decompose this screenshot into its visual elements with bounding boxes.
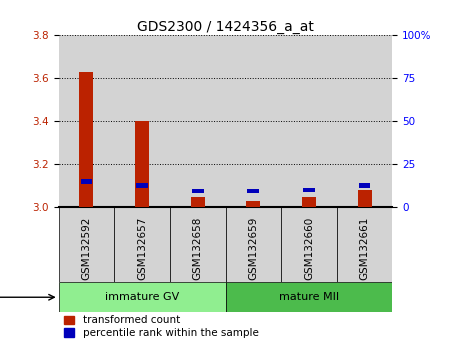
Bar xyxy=(136,183,148,188)
Bar xyxy=(114,207,170,282)
Bar xyxy=(302,196,316,207)
Bar xyxy=(170,207,226,282)
Bar xyxy=(337,207,392,282)
Bar xyxy=(226,35,281,207)
Text: GSM132658: GSM132658 xyxy=(193,216,202,280)
Bar xyxy=(303,188,315,192)
Text: mature MII: mature MII xyxy=(279,292,339,302)
Title: GDS2300 / 1424356_a_at: GDS2300 / 1424356_a_at xyxy=(137,21,314,34)
Bar xyxy=(81,179,92,184)
Text: GSM132592: GSM132592 xyxy=(82,216,92,280)
Legend: transformed count, percentile rank within the sample: transformed count, percentile rank withi… xyxy=(64,315,258,338)
Text: GSM132659: GSM132659 xyxy=(249,216,258,280)
Bar xyxy=(192,189,203,193)
Bar xyxy=(79,72,93,207)
Bar xyxy=(170,35,226,207)
Bar xyxy=(59,282,226,312)
Bar xyxy=(135,121,149,207)
Bar xyxy=(226,282,392,312)
Bar xyxy=(59,207,114,282)
Bar xyxy=(281,207,337,282)
Bar xyxy=(114,35,170,207)
Bar xyxy=(281,35,337,207)
Bar xyxy=(246,201,260,207)
Bar xyxy=(359,183,370,188)
Text: GSM132657: GSM132657 xyxy=(137,216,147,280)
Text: GSM132660: GSM132660 xyxy=(304,216,314,280)
Bar xyxy=(59,35,114,207)
Bar xyxy=(226,207,281,282)
Bar xyxy=(191,196,205,207)
Text: GSM132661: GSM132661 xyxy=(359,216,369,280)
Bar xyxy=(337,35,392,207)
Bar xyxy=(248,189,259,193)
Bar xyxy=(358,190,372,207)
Text: immature GV: immature GV xyxy=(105,292,179,302)
